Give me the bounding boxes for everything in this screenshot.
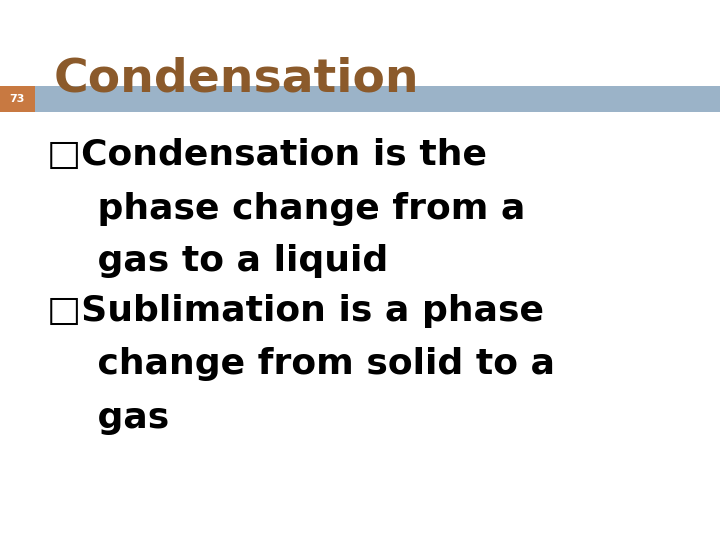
Bar	[0, 86, 35, 112]
Text: gas to a liquid: gas to a liquid	[47, 244, 388, 278]
Text: □Sublimation is a phase: □Sublimation is a phase	[47, 294, 544, 328]
Text: Condensation: Condensation	[54, 57, 420, 102]
Text: phase change from a: phase change from a	[47, 192, 525, 226]
Text: change from solid to a: change from solid to a	[47, 347, 555, 381]
Text: 73: 73	[9, 94, 25, 104]
Text: gas: gas	[47, 401, 169, 435]
Bar	[35, 86, 720, 112]
Text: □Condensation is the: □Condensation is the	[47, 138, 487, 172]
